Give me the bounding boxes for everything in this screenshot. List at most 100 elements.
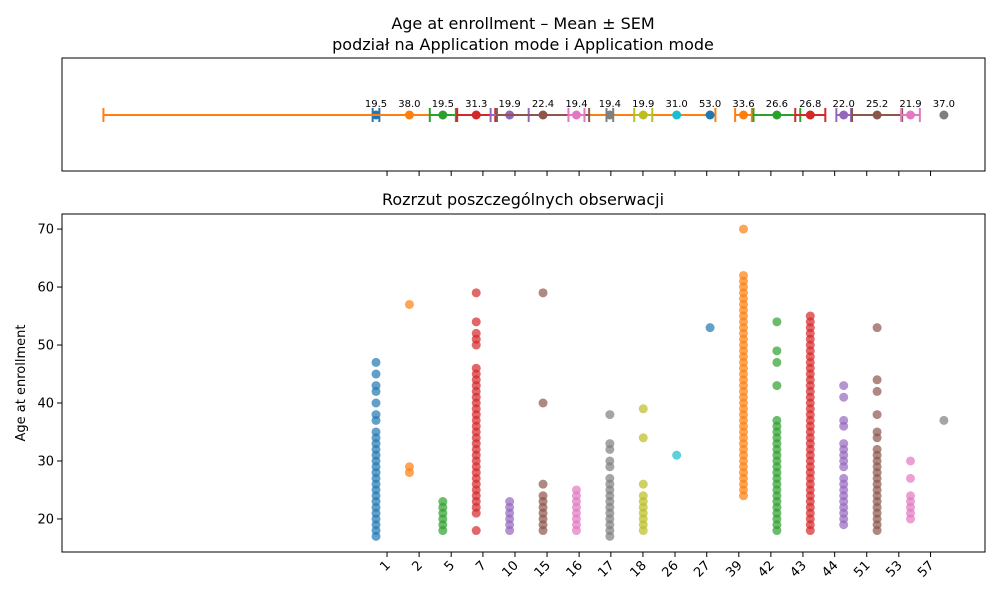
- observation-point: [371, 410, 381, 420]
- observation-point: [705, 323, 715, 333]
- chart-subtitle: podział na Application mode i Applicatio…: [332, 35, 714, 54]
- bottom-axes-frame: [61, 213, 986, 553]
- observation-point: [839, 439, 849, 449]
- observation-point: [538, 288, 548, 298]
- mean-label: 26.6: [766, 99, 788, 110]
- mean-point: [672, 110, 682, 120]
- observation-point: [738, 270, 748, 280]
- observation-point: [605, 439, 615, 449]
- y-tick-label: 70: [37, 223, 54, 238]
- mean-label: 31.3: [465, 99, 487, 110]
- observation-point: [805, 311, 815, 321]
- observation-point: [404, 468, 414, 478]
- observation-point: [872, 323, 882, 333]
- observation-point: [571, 485, 581, 495]
- observation-point: [906, 456, 916, 466]
- mean-point: [839, 110, 849, 120]
- chart-title: Age at enrollment – Mean ± SEM: [391, 14, 654, 33]
- mean-label: 37.0: [933, 99, 955, 110]
- observation-point: [371, 381, 381, 391]
- mean-point: [738, 110, 748, 120]
- observation-point: [638, 404, 648, 414]
- observation-point: [538, 491, 548, 501]
- observation-point: [872, 444, 882, 454]
- observation-point: [772, 381, 782, 391]
- mean-label: 26.8: [799, 99, 821, 110]
- observation-point: [906, 473, 916, 483]
- observation-point: [638, 491, 648, 501]
- y-tick-label: 40: [37, 397, 54, 412]
- observation-point: [872, 427, 882, 437]
- mean-label: 19.5: [432, 99, 454, 110]
- mean-label: 31.0: [666, 99, 688, 110]
- observation-point: [638, 433, 648, 443]
- y-tick-label: 60: [37, 281, 54, 296]
- observation-point: [538, 398, 548, 408]
- mean-point: [404, 110, 414, 120]
- top-axes-frame: [61, 57, 986, 172]
- mean-label: 19.9: [499, 99, 521, 110]
- mean-label: 25.2: [866, 99, 888, 110]
- observation-point: [471, 363, 481, 373]
- mean-point: [471, 110, 481, 120]
- observation-point: [839, 473, 849, 483]
- observation-point: [672, 450, 682, 460]
- y-axis-label: Age at enrollment: [14, 325, 29, 442]
- observation-point: [471, 317, 481, 327]
- mean-point: [538, 110, 548, 120]
- mean-point: [939, 110, 949, 120]
- observation-point: [605, 456, 615, 466]
- observation-point: [371, 369, 381, 379]
- mean-label: 22.4: [532, 99, 554, 110]
- mean-point: [705, 110, 715, 120]
- mean-label: 38.0: [398, 99, 420, 110]
- observation-point: [872, 375, 882, 385]
- observation-point: [505, 497, 515, 507]
- observation-point: [471, 288, 481, 298]
- observation-point: [939, 415, 949, 425]
- observation-point: [605, 473, 615, 483]
- mean-label: 19.4: [599, 99, 621, 110]
- observation-point: [638, 479, 648, 489]
- observation-point: [839, 381, 849, 391]
- mean-label: 22.0: [833, 99, 855, 110]
- observation-point: [839, 392, 849, 402]
- observation-point: [605, 410, 615, 420]
- mean-point: [438, 110, 448, 120]
- observation-point: [772, 357, 782, 367]
- mean-point: [571, 110, 581, 120]
- observation-point: [371, 427, 381, 437]
- observation-point: [538, 479, 548, 489]
- y-tick-label: 50: [37, 339, 54, 354]
- observation-point: [772, 317, 782, 327]
- observation-point: [772, 415, 782, 425]
- observation-point: [471, 328, 481, 338]
- mean-label: 19.4: [565, 99, 587, 110]
- y-tick-label: 20: [37, 512, 54, 527]
- mean-label: 19.9: [632, 99, 654, 110]
- mean-label: 53.0: [699, 99, 721, 110]
- observation-point: [839, 415, 849, 425]
- mean-point: [805, 110, 815, 120]
- mean-label: 33.6: [732, 99, 754, 110]
- y-tick-label: 30: [37, 454, 54, 469]
- mean-point: [605, 110, 615, 120]
- mean-label: 19.5: [365, 99, 387, 110]
- mean-point: [872, 110, 882, 120]
- observation-point: [371, 357, 381, 367]
- subplot-title: Rozrzut poszczególnych obserwacji: [382, 190, 664, 209]
- observation-point: [906, 491, 916, 501]
- mean-point: [906, 110, 916, 120]
- mean-point: [638, 110, 648, 120]
- observation-point: [438, 497, 448, 507]
- mean-point: [772, 110, 782, 120]
- observation-point: [371, 398, 381, 408]
- observation-point: [872, 410, 882, 420]
- observation-point: [404, 299, 414, 309]
- observation-point: [471, 526, 481, 536]
- observation-point: [872, 386, 882, 396]
- observation-point: [772, 346, 782, 356]
